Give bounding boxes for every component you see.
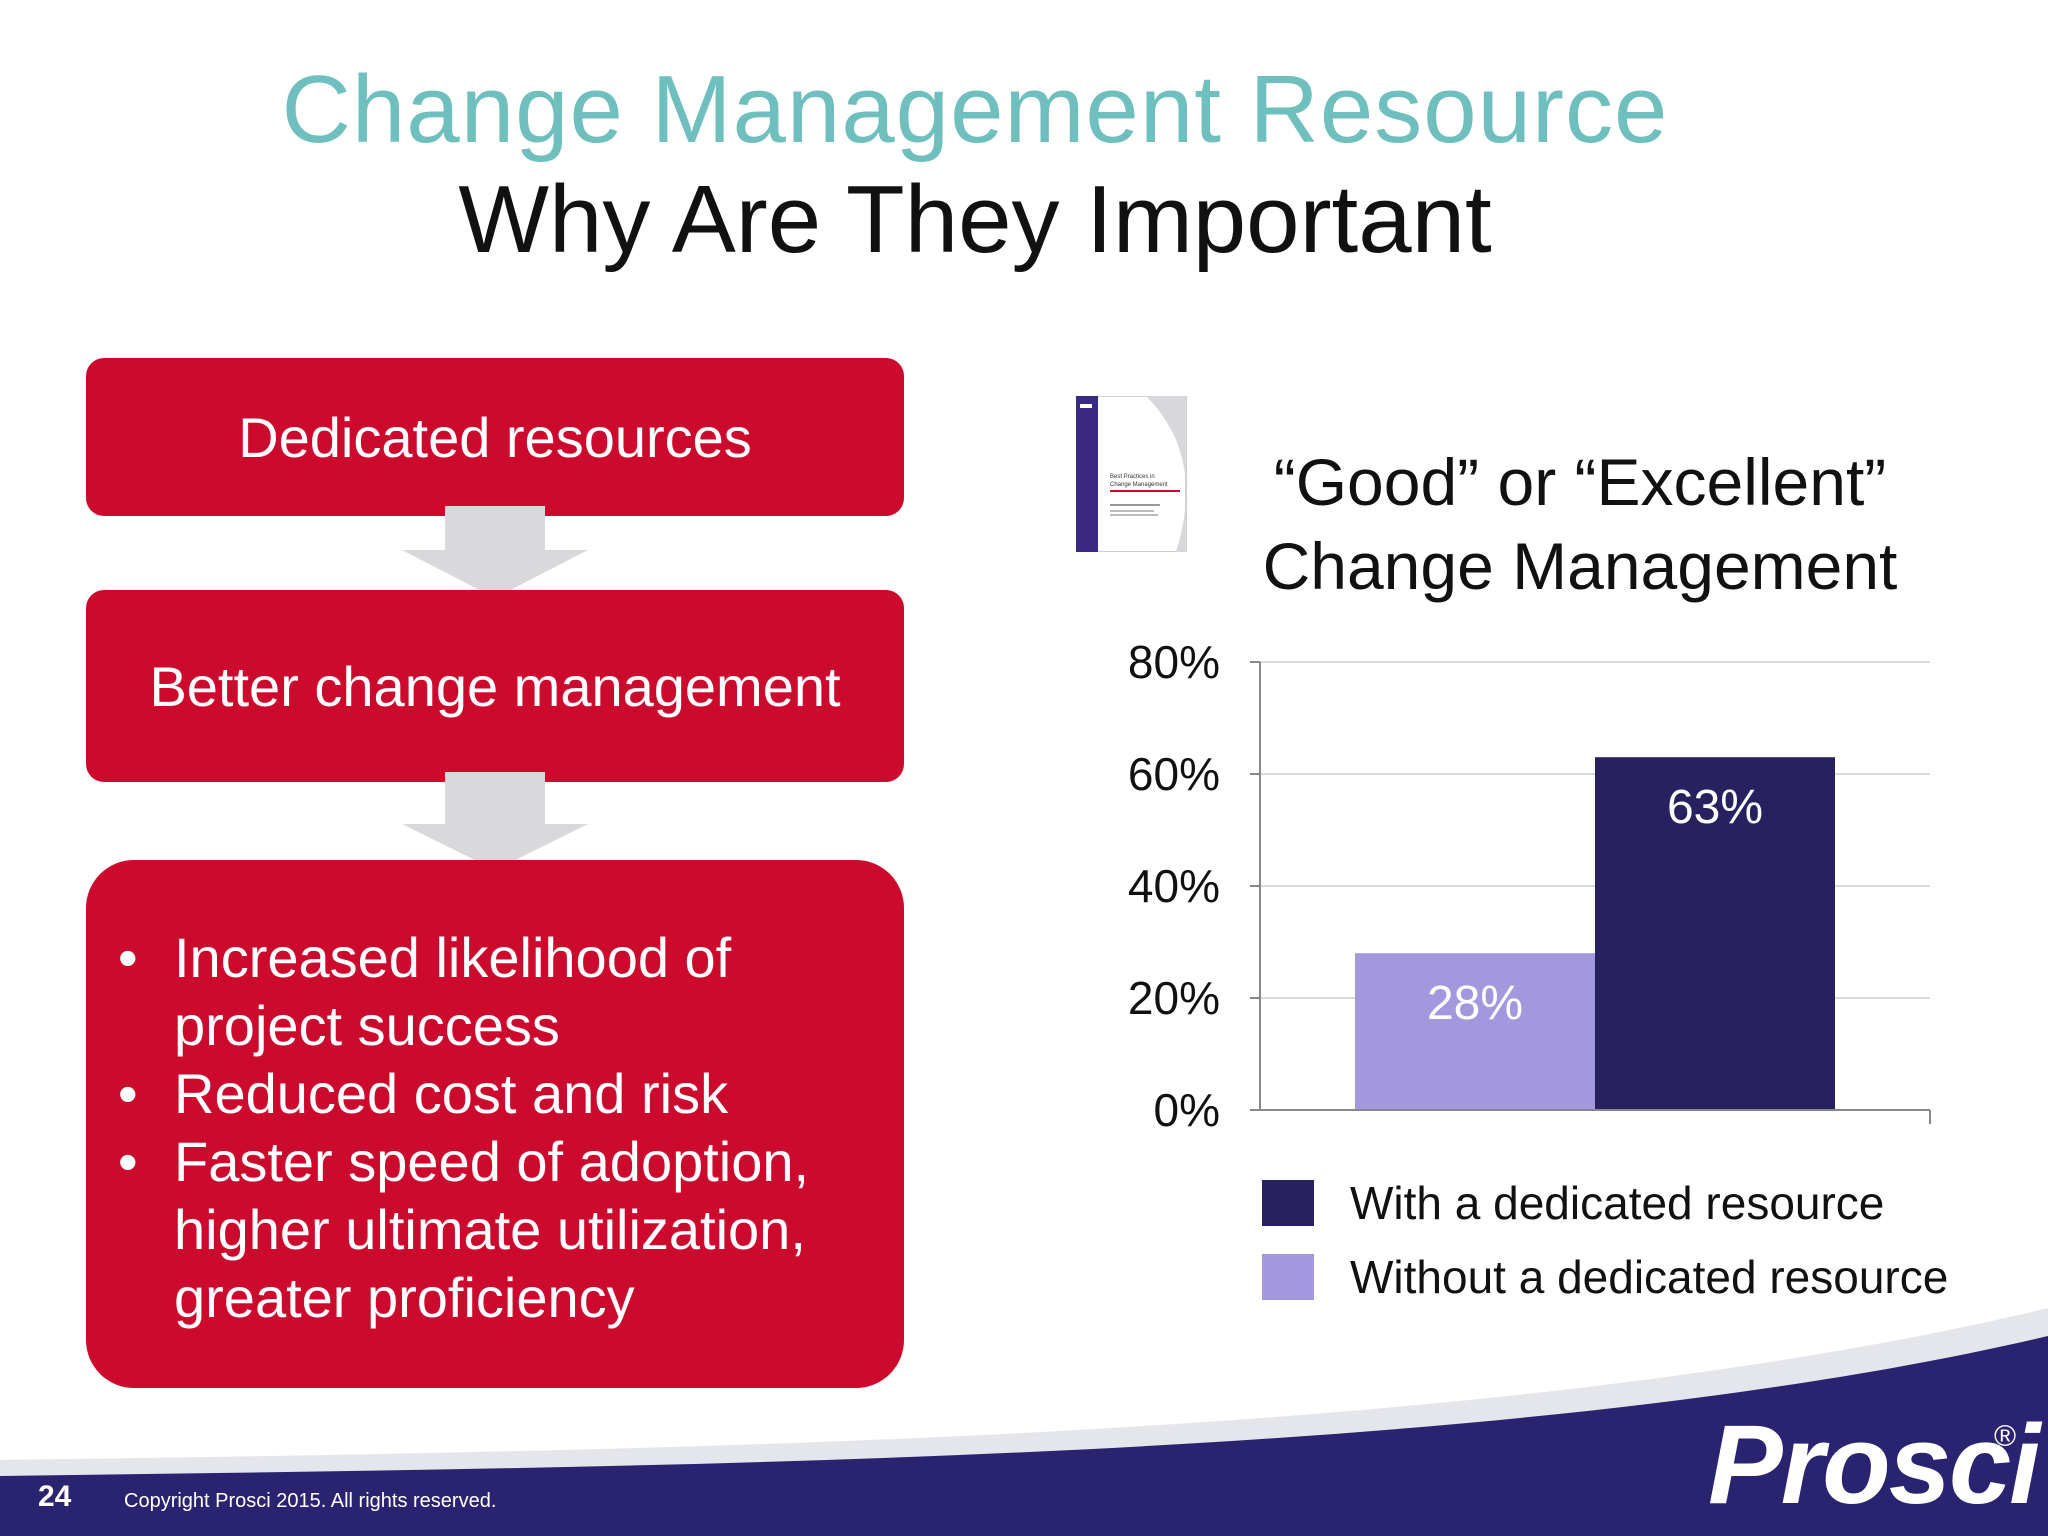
y-tick-label: 40% <box>1128 860 1220 912</box>
list-item-line: Reduced cost and risk <box>174 1062 729 1125</box>
list-item-line: Increased likelihood of <box>174 926 732 989</box>
flow-box-better-change-management: Better change management <box>86 590 904 782</box>
legend-label: With a dedicated resource <box>1350 1177 1885 1229</box>
footer-band <box>0 1308 2048 1536</box>
page-title: Change Management Resource <box>281 56 1669 163</box>
chart-title-line: Change Management <box>1262 529 1898 603</box>
registered-mark: ® <box>1994 1420 2017 1453</box>
list-item-line: project success <box>174 994 560 1057</box>
report-cover-image: Best Practices in Change Management <box>1076 396 1187 552</box>
y-tick-label: 20% <box>1128 972 1220 1024</box>
data-label: 28% <box>1427 977 1523 1030</box>
bar-with-resource <box>1595 757 1835 1110</box>
report-cover-title: Best Practices in <box>1110 474 1155 480</box>
list-item: • Increased likelihood of project succes… <box>118 924 809 1060</box>
data-label: 63% <box>1667 781 1763 834</box>
flow-box-outcomes: • Increased likelihood of project succes… <box>86 860 904 1388</box>
legend-label: Without a dedicated resource <box>1350 1251 1949 1303</box>
bullet-icon: • <box>118 1130 138 1193</box>
report-cover-title: Change Management <box>1110 482 1168 488</box>
list-item: • Reduced cost and risk <box>118 1060 809 1128</box>
flow-box-label: Better change management <box>149 654 841 718</box>
bar-chart: 0% 20% 40% 60% 80% 28% 63% <box>1128 640 1931 1136</box>
bullet-icon: • <box>118 926 138 989</box>
down-arrow-icon <box>402 506 588 598</box>
down-arrow-icon <box>402 772 588 870</box>
list-item-line: Faster speed of adoption, <box>174 1130 810 1193</box>
page-subtitle: Why Are They Important <box>458 166 1492 273</box>
copyright-text: Copyright Prosci 2015. All rights reserv… <box>124 1490 497 1512</box>
chart-title: “Good” or “Excellent” Change Management <box>1230 440 1930 608</box>
legend-swatch <box>1262 1180 1314 1226</box>
bullet-icon: • <box>118 1062 138 1125</box>
y-tick-label: 60% <box>1128 748 1220 800</box>
flow-box-label: Dedicated resources <box>238 405 752 469</box>
list-item: • Faster speed of adoption, higher ultim… <box>118 1128 810 1332</box>
page-number: 24 <box>38 1480 72 1513</box>
outcome-list: • Increased likelihood of project succes… <box>86 860 809 1332</box>
prosci-logo: Prosci <box>1708 1402 2040 1527</box>
legend-item-with-resource: With a dedicated resource <box>1262 1176 1884 1230</box>
chart-title-line: “Good” or “Excellent” <box>1273 445 1887 519</box>
bar-without-resource <box>1355 953 1595 1110</box>
flow-box-dedicated-resources: Dedicated resources <box>86 358 904 516</box>
legend-swatch <box>1262 1254 1314 1300</box>
y-tick-label: 0% <box>1154 1084 1220 1136</box>
list-item-line: greater proficiency <box>174 1266 635 1329</box>
y-tick-label: 80% <box>1128 640 1220 688</box>
list-item-line: higher ultimate utilization, <box>174 1198 806 1261</box>
legend-item-without-resource: Without a dedicated resource <box>1262 1250 1948 1304</box>
